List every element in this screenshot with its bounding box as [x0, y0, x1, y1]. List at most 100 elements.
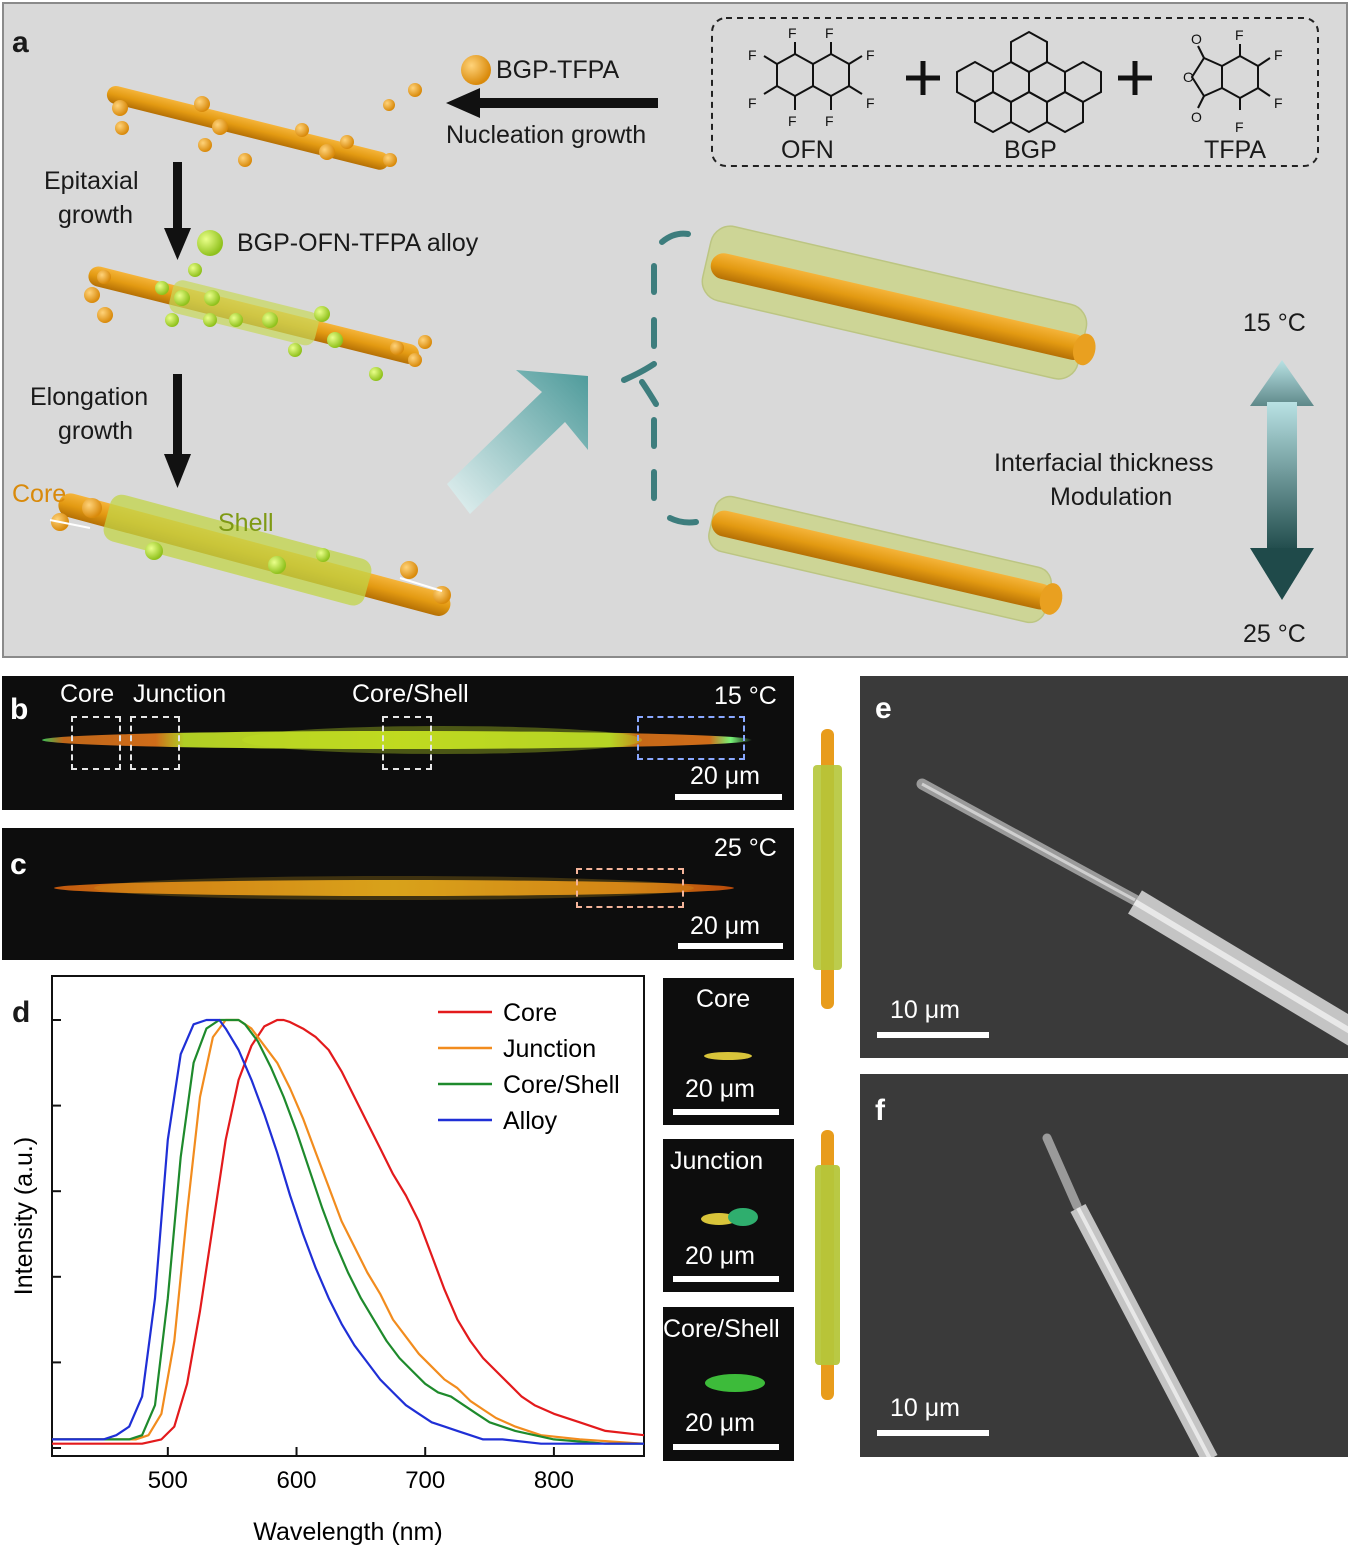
epitaxial-arrow	[164, 162, 191, 260]
b-scale-bar	[675, 794, 782, 800]
molecule-box	[711, 17, 1319, 167]
x-tick-label: 700	[405, 1467, 445, 1494]
svg-text:F: F	[825, 25, 834, 41]
interfacial-label-1: Interfacial thickness	[994, 449, 1214, 477]
legend: Core Junction Core/Shell Alloy	[438, 999, 620, 1135]
svg-text:O: O	[1183, 69, 1194, 85]
svg-text:O: O	[1191, 109, 1202, 125]
emission-spectra-chart: 500 600 700 800 Core Junction Core/Shell Alloy…	[10, 975, 645, 1546]
panel-b-image: Core Junction Core/Shell 15 °C 20 μm	[2, 676, 794, 810]
inset-junction: Junction 20 μm	[663, 1139, 794, 1292]
svg-text:F: F	[748, 95, 757, 111]
e-scale-label: 10 μm	[890, 996, 960, 1024]
series-lines	[52, 1018, 645, 1445]
panel-a-illustration: F F F F F F F F O O O F F F F	[49, 17, 1319, 624]
legend-label: Alloy	[503, 1107, 558, 1135]
f-scale-label: 10 μm	[890, 1394, 960, 1422]
tfpa-atoms: O O O F F F F	[1183, 27, 1283, 135]
junction-box-b	[130, 716, 180, 770]
alloy-label: BGP-OFN-TFPA alloy	[237, 229, 479, 257]
panel-label-f: f	[875, 1094, 885, 1127]
b-junction-label: Junction	[133, 680, 227, 708]
svg-text:F: F	[866, 47, 875, 63]
axis-ticks: 500 600 700 800	[52, 1019, 574, 1494]
nucleation-label: Nucleation growth	[446, 121, 647, 149]
f-scale-bar	[877, 1430, 989, 1436]
tfpa-label: TFPA	[1204, 136, 1267, 164]
temperature-double-arrow	[1250, 360, 1314, 600]
c-scale-label: 20 μm	[690, 912, 760, 940]
series-line-junction	[52, 1018, 645, 1445]
b-temp-label: 15 °C	[714, 682, 777, 710]
thin-shell-rod	[708, 495, 1063, 624]
interfacial-label-2: Modulation	[1050, 483, 1173, 511]
y-axis-label: Intensity (a.u.)	[10, 1137, 38, 1295]
temp-25-label: 25 °C	[1243, 620, 1306, 648]
bgp-structure	[956, 30, 1102, 134]
e-scale-bar	[877, 1032, 989, 1038]
bracket	[621, 230, 699, 526]
core-label: Core	[12, 480, 67, 508]
x-axis-label: Wavelength (nm)	[253, 1518, 442, 1546]
panel-label-d: d	[12, 996, 31, 1029]
svg-text:F: F	[825, 113, 834, 129]
inset-coreshell: Core/Shell 20 μm	[663, 1307, 794, 1461]
c-scale-bar	[678, 943, 783, 949]
panel-label-a: a	[12, 26, 29, 59]
x-tick-label: 500	[148, 1467, 188, 1494]
big-diagonal-arrow	[447, 370, 588, 514]
shell-label: Shell	[218, 509, 274, 537]
alloy-particle-legend	[197, 230, 223, 256]
elongation-arrow	[164, 374, 191, 488]
x-tick-label: 600	[276, 1467, 316, 1494]
thick-shell-rod	[701, 225, 1096, 380]
b-coreshell-label: Core/Shell	[352, 680, 469, 708]
series-line-core	[52, 1018, 645, 1445]
core-box-b	[71, 716, 121, 770]
plot-frame	[51, 975, 645, 1457]
legend-label: Core	[503, 999, 557, 1027]
svg-text:F: F	[1235, 119, 1244, 135]
inset-coreshell-scale-bar	[673, 1444, 779, 1450]
coreshell-box-b	[382, 716, 432, 770]
svg-text:O: O	[1191, 31, 1202, 47]
ofn-fluorines: F F F F F F F F	[748, 25, 875, 129]
inset-core-scale: 20 μm	[685, 1075, 755, 1103]
svg-text:F: F	[788, 113, 797, 129]
legend-label: Core/Shell	[503, 1071, 620, 1099]
panel-label-c: c	[10, 848, 27, 881]
inset-coreshell-title: Core/Shell	[663, 1315, 780, 1343]
panel-f-sem-image: 10 μm	[860, 1074, 1348, 1457]
plus-signs	[906, 61, 1152, 95]
panel-e-sem-image: 10 μm	[860, 676, 1348, 1058]
svg-text:F: F	[1274, 47, 1283, 63]
epitaxial-label-1: Epitaxial	[44, 167, 139, 195]
bgp-label: BGP	[1004, 136, 1057, 164]
nucleation-rod	[106, 85, 389, 170]
tfpa-structure	[1190, 44, 1271, 110]
ofn-label: OFN	[781, 136, 834, 164]
svg-text:F: F	[1235, 27, 1244, 43]
c-temp-label: 25 °C	[714, 834, 777, 862]
end-box-b	[637, 716, 745, 760]
inset-coreshell-scale: 20 μm	[685, 1409, 755, 1437]
panel-c-image: 25 °C 20 μm	[2, 828, 794, 960]
series-line-core-shell	[52, 1018, 644, 1445]
inset-core-scale-bar	[673, 1109, 779, 1115]
bgp-tfpa-label: BGP-TFPA	[496, 56, 620, 84]
inset-junction-scale-bar	[673, 1276, 779, 1282]
nucleation-arrow	[446, 88, 658, 118]
elongation-label-1: Elongation	[30, 383, 149, 411]
epitaxial-label-2: growth	[58, 201, 134, 229]
inset-core: Core 20 μm	[663, 978, 794, 1125]
svg-text:F: F	[748, 47, 757, 63]
b-scale-label: 20 μm	[690, 762, 760, 790]
legend-label: Junction	[503, 1035, 596, 1063]
inset-junction-scale: 20 μm	[685, 1242, 755, 1270]
ofn-structure	[763, 42, 863, 110]
svg-text:F: F	[788, 25, 797, 41]
series-line-alloy	[52, 1018, 644, 1445]
svg-text:F: F	[866, 95, 875, 111]
schematic-rods	[813, 729, 842, 1400]
inset-core-title: Core	[696, 985, 751, 1013]
